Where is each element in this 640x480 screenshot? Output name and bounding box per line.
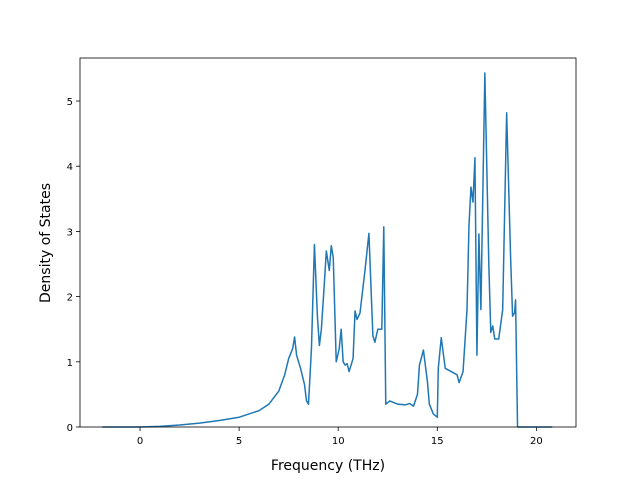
x-tick-label: 0	[137, 436, 143, 447]
x-tick-label: 5	[236, 436, 242, 447]
x-axis-label: Frequency (THz)	[271, 458, 385, 474]
y-tick-label: 5	[67, 97, 73, 108]
y-axis-label: Density of States	[38, 183, 54, 303]
plot-frame	[79, 57, 577, 428]
x-tick-label: 20	[530, 436, 543, 447]
y-tick-label: 3	[67, 227, 73, 238]
y-tick-label: 4	[67, 162, 73, 173]
x-tick-label: 15	[431, 436, 444, 447]
y-tick-label: 1	[67, 358, 73, 369]
y-tick-label: 0	[67, 423, 73, 434]
y-tick-label: 2	[67, 293, 73, 304]
x-tick-label: 10	[332, 436, 345, 447]
dos-line	[102, 72, 553, 428]
